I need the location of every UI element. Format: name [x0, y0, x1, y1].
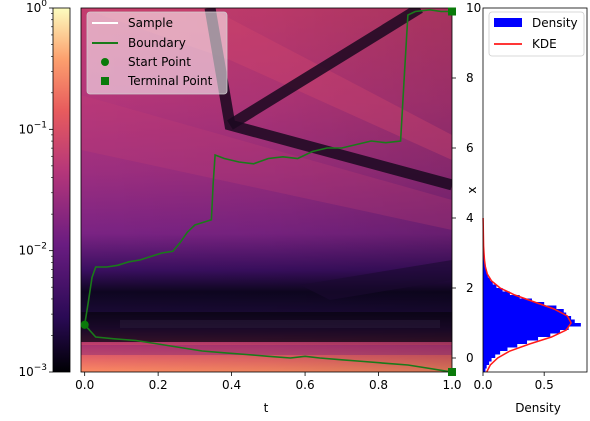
- histogram-bar: [483, 323, 581, 327]
- colorbar-tick-base: 10: [18, 122, 33, 136]
- histogram-bar: [483, 344, 518, 348]
- histogram-bar: [483, 298, 532, 302]
- histogram-bar: [483, 288, 503, 292]
- histogram-bar: [483, 340, 528, 344]
- colorbar-tick-base: 10: [26, 1, 41, 15]
- colorbar-tick-base: 10: [18, 244, 33, 258]
- colorbar-tick-exp: 0: [41, 0, 47, 9]
- histogram-bars: [483, 232, 581, 372]
- y-tick-label: 8: [466, 71, 474, 85]
- boundary-series-line: [83, 8, 452, 325]
- y-tick-label: 10: [466, 1, 481, 15]
- colorbar-tick-label: 10−2: [18, 242, 47, 258]
- histogram-bar: [483, 319, 575, 323]
- histogram-bar: [483, 333, 551, 337]
- histogram-bar: [483, 358, 492, 362]
- marginal-ticks: 0.0 0.5: [473, 372, 554, 392]
- marginal-x-tick-label: 0.0: [473, 378, 492, 392]
- histogram-bar: [483, 295, 520, 299]
- legend-density-patch: [494, 18, 522, 27]
- histogram-bar: [483, 281, 493, 285]
- colorbar-tick-label: 10−1: [18, 120, 47, 136]
- legend-start-label: Start Point: [128, 55, 191, 69]
- boundary-series-line: [84, 324, 452, 372]
- histogram-bar: [483, 326, 569, 330]
- y-axis-label: x: [465, 186, 479, 193]
- legend-terminal-marker: [101, 77, 109, 85]
- histogram-bar: [483, 291, 510, 295]
- histogram-bar: [483, 302, 545, 306]
- legend-terminal-label: Terminal Point: [127, 74, 213, 88]
- colorbar-tick-exp: −3: [34, 363, 47, 373]
- marginal-legend: Density KDE: [488, 11, 585, 57]
- histogram-bar: [483, 270, 487, 274]
- colorbar-strip: [52, 7, 71, 373]
- marginal-frame: [482, 7, 588, 373]
- histogram-bar: [483, 337, 539, 341]
- histogram-bar: [483, 263, 486, 267]
- histogram-bar: [483, 361, 490, 365]
- terminal-point-marker-edge: [448, 7, 456, 16]
- histogram-bar: [483, 330, 561, 334]
- colorbar-tick-exp: −2: [34, 242, 47, 252]
- main-axes-ticks: 0.0 0.2 0.4 0.6 0.8 1.0 0 2 4 6 8 10: [75, 1, 481, 392]
- y-tick-label: 4: [466, 211, 474, 225]
- y-tick-label: 0: [466, 351, 474, 365]
- x-tick-label: 0.4: [222, 378, 241, 392]
- histogram-bar: [483, 351, 501, 355]
- x-axis-label: t: [264, 401, 269, 415]
- histogram-bar: [483, 309, 564, 313]
- histogram-bar: [483, 354, 496, 358]
- legend-density-label: Density: [532, 16, 578, 30]
- legend-boundary-label: Boundary: [128, 36, 186, 50]
- main-panel: 0.0 0.2 0.4 0.6 0.8 1.0 0 2 4 6 8 10 t x Sample Bou…: [75, 1, 481, 415]
- colorbar-tick-exp: −1: [34, 120, 47, 130]
- start-point-marker-edge: [80, 320, 89, 329]
- main-frame: [80, 7, 453, 373]
- x-tick-label: 1.0: [442, 378, 461, 392]
- histogram-bar: [483, 260, 485, 264]
- heatmap-features: [81, 8, 452, 372]
- x-tick-label: 0.0: [75, 378, 94, 392]
- legend-start-marker: [101, 58, 109, 66]
- main-legend: Sample Boundary Start Point Terminal Poi…: [86, 11, 228, 95]
- x-tick-label: 0.6: [296, 378, 315, 392]
- histogram-bar: [483, 284, 497, 288]
- marginal-x-label: Density: [515, 401, 561, 415]
- colorbar-tick-label: 10−3: [18, 363, 47, 379]
- terminal-point-marker-edge: [448, 368, 456, 376]
- histogram-bar: [483, 368, 486, 372]
- histogram-bar: [483, 312, 567, 316]
- colorbar-tick-base: 10: [18, 365, 33, 379]
- histogram-bar: [483, 267, 487, 271]
- histogram-bar: [483, 316, 572, 320]
- legend-kde-label: KDE: [532, 37, 557, 51]
- y-tick-label: 6: [466, 141, 474, 155]
- histogram-bar: [483, 365, 487, 369]
- legend-sample-label: Sample: [128, 16, 173, 30]
- legend-box: [86, 11, 228, 95]
- marginal-x-tick-label: 0.5: [535, 378, 554, 392]
- histogram-bar: [483, 277, 491, 281]
- kde-line: [482, 217, 572, 373]
- colorbar-tick-label: 100: [26, 0, 47, 15]
- x-tick-label: 0.8: [369, 378, 388, 392]
- histogram-bar: [483, 305, 557, 309]
- histogram-bar: [483, 274, 488, 278]
- x-tick-label: 0.2: [149, 378, 168, 392]
- marginal-panel: 0.0 0.5 Density Density KDE: [473, 7, 588, 415]
- y-tick-label: 2: [466, 281, 474, 295]
- histogram-bar: [483, 347, 508, 351]
